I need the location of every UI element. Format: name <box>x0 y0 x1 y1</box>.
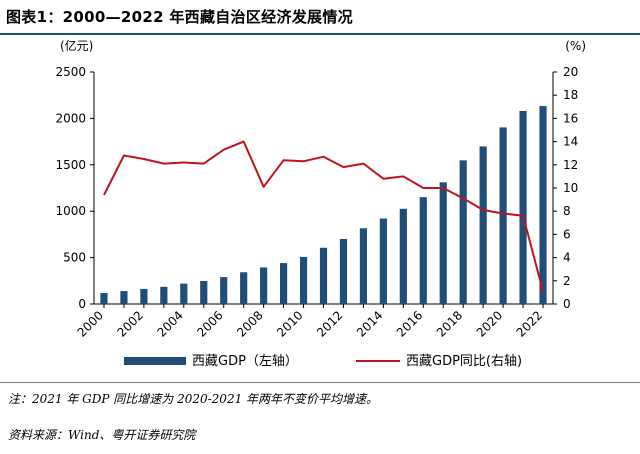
gdp-bar <box>240 272 248 304</box>
right-tick-label: 12 <box>563 158 578 172</box>
gdp-bar <box>100 293 108 304</box>
x-tick-label: 2010 <box>274 308 305 339</box>
legend-bar-swatch <box>124 357 186 365</box>
title-divider <box>0 33 640 35</box>
gdp-bar <box>160 286 168 304</box>
x-tick-label: 2022 <box>514 308 545 339</box>
left-tick-label: 2500 <box>55 65 86 79</box>
x-tick-label: 2018 <box>434 308 465 339</box>
left-axis-unit: (亿元) <box>60 38 93 53</box>
gdp-bar <box>419 197 427 304</box>
bar-series <box>100 106 547 304</box>
x-tick-label: 2000 <box>75 308 106 339</box>
gdp-bar <box>180 283 188 304</box>
right-tick-label: 0 <box>563 297 571 311</box>
right-tick-label: 6 <box>563 227 571 241</box>
right-tick-label: 14 <box>563 135 578 149</box>
gdp-bar <box>299 256 308 304</box>
left-tick-label: 2000 <box>55 111 86 125</box>
right-tick-label: 18 <box>563 88 578 102</box>
gdp-bar <box>359 228 368 304</box>
gdp-bar <box>439 182 447 304</box>
right-tick-label: 16 <box>563 111 578 125</box>
x-tick-label: 2012 <box>314 308 345 339</box>
gdp-bar <box>399 208 407 304</box>
left-tick-label: 0 <box>78 297 86 311</box>
gdp-bar <box>479 146 487 304</box>
chart-source: 资料来源：Wind、粤开证券研究院 <box>8 428 196 442</box>
footer-divider <box>0 382 640 383</box>
x-tick-label: 2020 <box>474 308 505 339</box>
gdp-bar <box>220 277 228 304</box>
gdp-bar <box>459 160 467 304</box>
x-tick-label: 2002 <box>115 308 146 339</box>
gdp-bar <box>379 218 387 304</box>
gdp-bar <box>200 280 208 304</box>
right-tick-label: 2 <box>563 274 571 288</box>
chart: 0 500 1000 1500 2000 2500 0 2 4 6 8 10 12 14 16 18 20 (亿元… <box>55 38 586 369</box>
right-tick-label: 10 <box>563 181 578 195</box>
line-series <box>103 140 544 292</box>
gdp-bar <box>519 110 527 304</box>
gdp-bar <box>140 288 148 304</box>
right-tick-label: 4 <box>563 251 571 265</box>
right-axis-unit: (%) <box>565 39 586 53</box>
x-tick-label: 2016 <box>394 308 425 339</box>
gdp-growth-line <box>103 140 544 292</box>
x-tick-label: 2008 <box>234 308 265 339</box>
gdp-bar <box>260 267 268 304</box>
legend-bar-label: 西藏GDP（左轴） <box>192 354 298 369</box>
legend-line-label: 西藏GDP同比(右轴) <box>406 354 522 369</box>
chart-legend: 西藏GDP（左轴） 西藏GDP同比(右轴) <box>124 354 522 369</box>
chart-title: 图表1：2000—2022 年西藏自治区经济发展情况 <box>6 8 353 26</box>
right-tick-label: 8 <box>563 204 571 218</box>
gdp-bar <box>279 263 288 304</box>
chart-note: 注：2021 年 GDP 同比增速为 2020-2021 年两年不变价平均增速。 <box>8 392 379 406</box>
x-tick-label: 2014 <box>354 308 385 339</box>
left-tick-label: 1500 <box>55 158 86 172</box>
right-tick-label: 20 <box>563 65 578 79</box>
gdp-bar <box>539 106 547 304</box>
x-tick-label: 2006 <box>194 308 225 339</box>
gdp-bar <box>499 127 507 304</box>
left-tick-label: 500 <box>63 251 86 265</box>
x-tick-label: 2004 <box>154 308 185 339</box>
gdp-bar <box>120 291 128 304</box>
gdp-bar <box>339 238 348 304</box>
left-tick-label: 1000 <box>55 204 86 218</box>
gdp-bar <box>319 247 328 304</box>
